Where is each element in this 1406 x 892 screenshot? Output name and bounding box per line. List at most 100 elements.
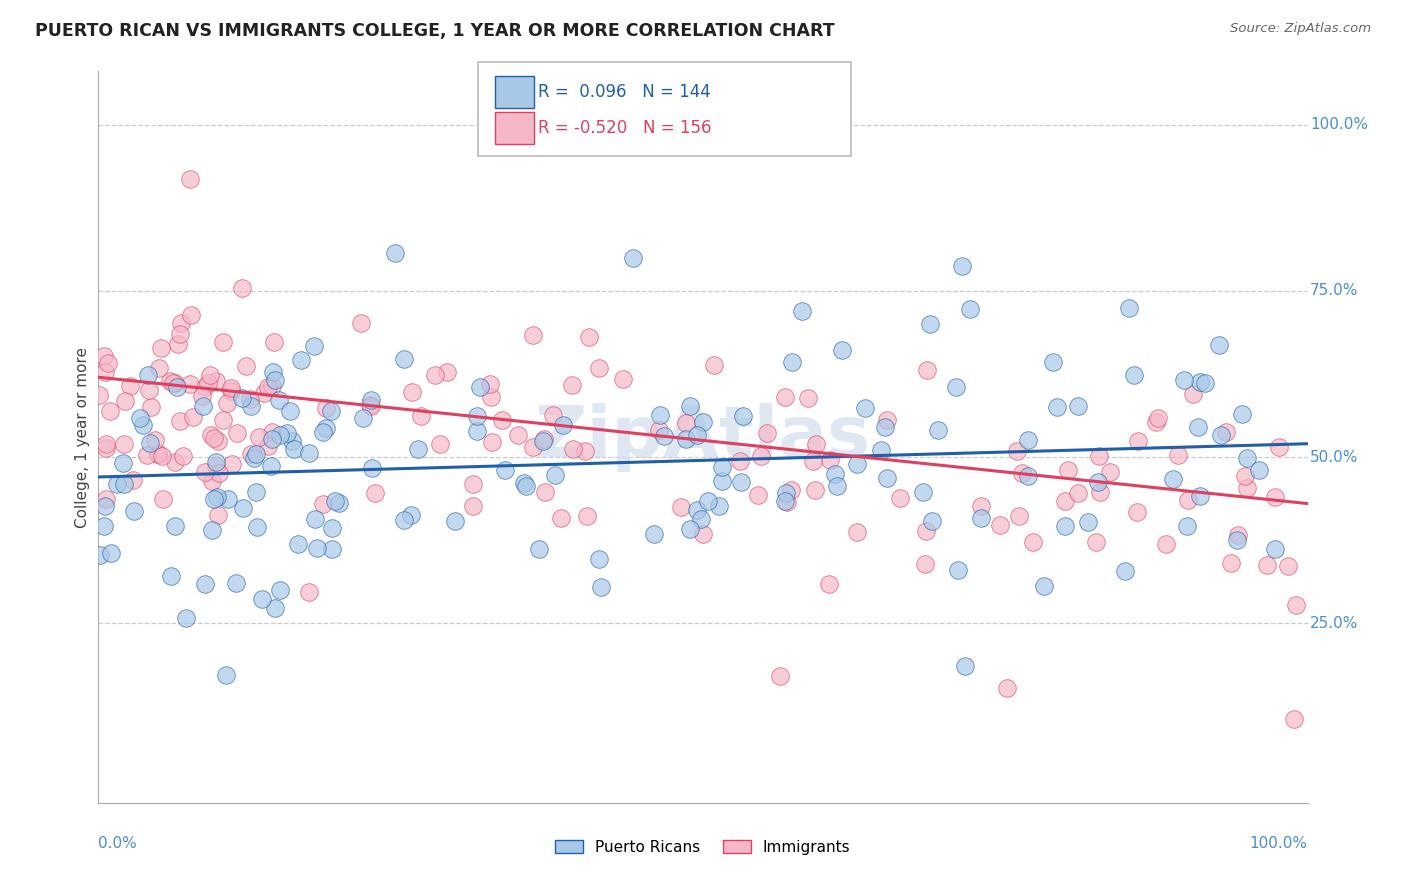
Point [1088, 485, 1111, 500]
Point [315, 401, 337, 416]
Point [146, 447, 169, 461]
Point [256, 380, 278, 394]
Point [166, 337, 188, 351]
Legend: Puerto Ricans, Immigrants: Puerto Ricans, Immigrants [550, 834, 856, 861]
Point [1053, 494, 1076, 508]
Point [768, 669, 790, 683]
Point [302, 339, 325, 353]
Point [321, 521, 343, 535]
Point [779, 483, 801, 497]
Point [804, 483, 827, 497]
Point [87, 387, 110, 401]
Text: 100.0%: 100.0% [1250, 836, 1308, 851]
Point [166, 380, 188, 394]
Point [648, 424, 671, 438]
Point [711, 474, 734, 488]
Point [578, 329, 600, 343]
Point [527, 542, 550, 557]
Point [141, 400, 163, 414]
Point [245, 484, 267, 499]
Point [1057, 463, 1080, 477]
Point [970, 511, 993, 525]
Point [436, 365, 458, 379]
Point [212, 335, 235, 350]
Point [776, 495, 799, 509]
Point [675, 432, 697, 446]
Point [207, 508, 229, 522]
Point [817, 577, 839, 591]
Text: 25.0%: 25.0% [1310, 615, 1358, 631]
Point [169, 327, 191, 342]
Point [818, 453, 841, 467]
Point [194, 576, 217, 591]
Point [1167, 448, 1189, 462]
Point [522, 440, 544, 454]
Point [194, 380, 217, 394]
Point [112, 477, 135, 491]
Point [112, 437, 135, 451]
Point [201, 475, 224, 489]
Point [406, 442, 429, 457]
Point [139, 435, 162, 450]
Point [479, 390, 502, 404]
Point [468, 380, 491, 394]
Point [262, 365, 284, 379]
Point [1114, 565, 1136, 579]
Point [231, 281, 253, 295]
Point [1161, 472, 1184, 486]
Point [245, 447, 267, 461]
Point [359, 398, 381, 412]
Point [112, 456, 135, 470]
Point [551, 418, 574, 433]
Point [914, 557, 936, 571]
Point [225, 576, 247, 591]
Point [465, 424, 488, 438]
Point [159, 374, 181, 388]
Point [93, 519, 115, 533]
Point [730, 475, 752, 489]
Point [1236, 451, 1258, 466]
Point [747, 488, 769, 502]
Point [1188, 375, 1211, 389]
Point [205, 374, 228, 388]
Point [212, 413, 235, 427]
Point [179, 172, 201, 186]
Point [328, 496, 350, 510]
Point [1067, 399, 1090, 413]
Point [692, 526, 714, 541]
Point [912, 485, 935, 500]
Point [686, 503, 709, 517]
Point [790, 304, 813, 318]
Point [1182, 387, 1205, 401]
Point [246, 520, 269, 534]
Text: 50.0%: 50.0% [1310, 450, 1358, 465]
Point [671, 500, 693, 514]
Point [918, 317, 941, 331]
Point [94, 499, 117, 513]
Point [711, 460, 734, 475]
Point [260, 432, 283, 446]
Point [207, 434, 229, 449]
Point [463, 499, 485, 513]
Point [796, 392, 818, 406]
Point [927, 423, 949, 437]
Point [1226, 533, 1249, 547]
Point [679, 399, 702, 413]
Point [180, 308, 202, 322]
Point [1042, 355, 1064, 369]
Point [269, 428, 291, 442]
Point [875, 420, 897, 434]
Point [1264, 490, 1286, 504]
Point [217, 492, 239, 507]
Point [194, 465, 217, 479]
Point [1087, 475, 1109, 490]
Point [692, 415, 714, 429]
Point [263, 335, 285, 350]
Point [205, 455, 228, 469]
Point [773, 390, 796, 404]
Point [235, 359, 257, 374]
Point [876, 413, 898, 427]
Point [94, 365, 117, 379]
Point [562, 442, 585, 456]
Point [948, 563, 970, 577]
